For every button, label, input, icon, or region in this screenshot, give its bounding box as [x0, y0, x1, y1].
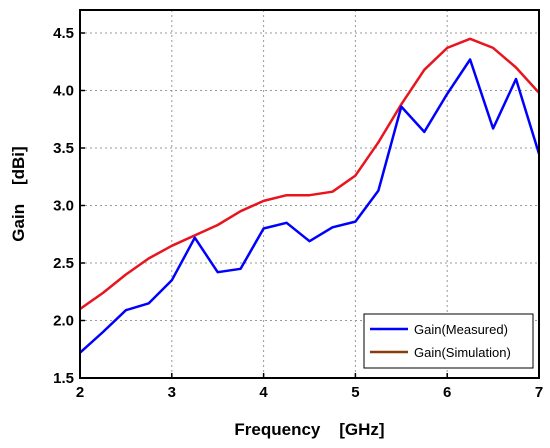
series-line-0: [79, 58, 541, 354]
x-tick-label-2: 4: [259, 384, 268, 401]
y-tick-label-0: 1.5: [53, 370, 74, 387]
plot-frame: [79, 9, 540, 379]
x-tick-label-0: 2: [76, 384, 84, 401]
x-tick-label-3: 5: [351, 384, 359, 401]
x-tick-label-1: 3: [168, 384, 176, 401]
series-layer: [79, 37, 541, 354]
y-tick-label-6: 4.5: [53, 25, 74, 42]
x-tick-label-4: 6: [443, 384, 451, 401]
y-tick-label-1: 2.0: [53, 313, 74, 330]
legend-label-measured: Gain(Measured): [414, 322, 508, 337]
series-line-1: [79, 37, 540, 311]
y-tick-label-3: 3.0: [53, 198, 74, 215]
legend-label-simulation: Gain(Simulation): [414, 345, 511, 360]
y-tick-label-2: 2.5: [53, 255, 74, 272]
y-axis-label: Gain [dBi]: [9, 146, 28, 241]
x-tick-label-5: 7: [535, 384, 543, 401]
legend-box: [363, 313, 534, 369]
y-tick-label-4: 3.5: [53, 140, 74, 157]
legend: Gain(Measured) Gain(Simulation): [363, 313, 534, 369]
axis-ticks: 2 3 4 5 6 7 1.5 2.0 2.5 3.0 3.5 4.0 4.5: [53, 25, 543, 401]
x-axis-label: Frequency [GHz]: [234, 420, 384, 439]
y-tick-label-5: 4.0: [53, 83, 74, 100]
